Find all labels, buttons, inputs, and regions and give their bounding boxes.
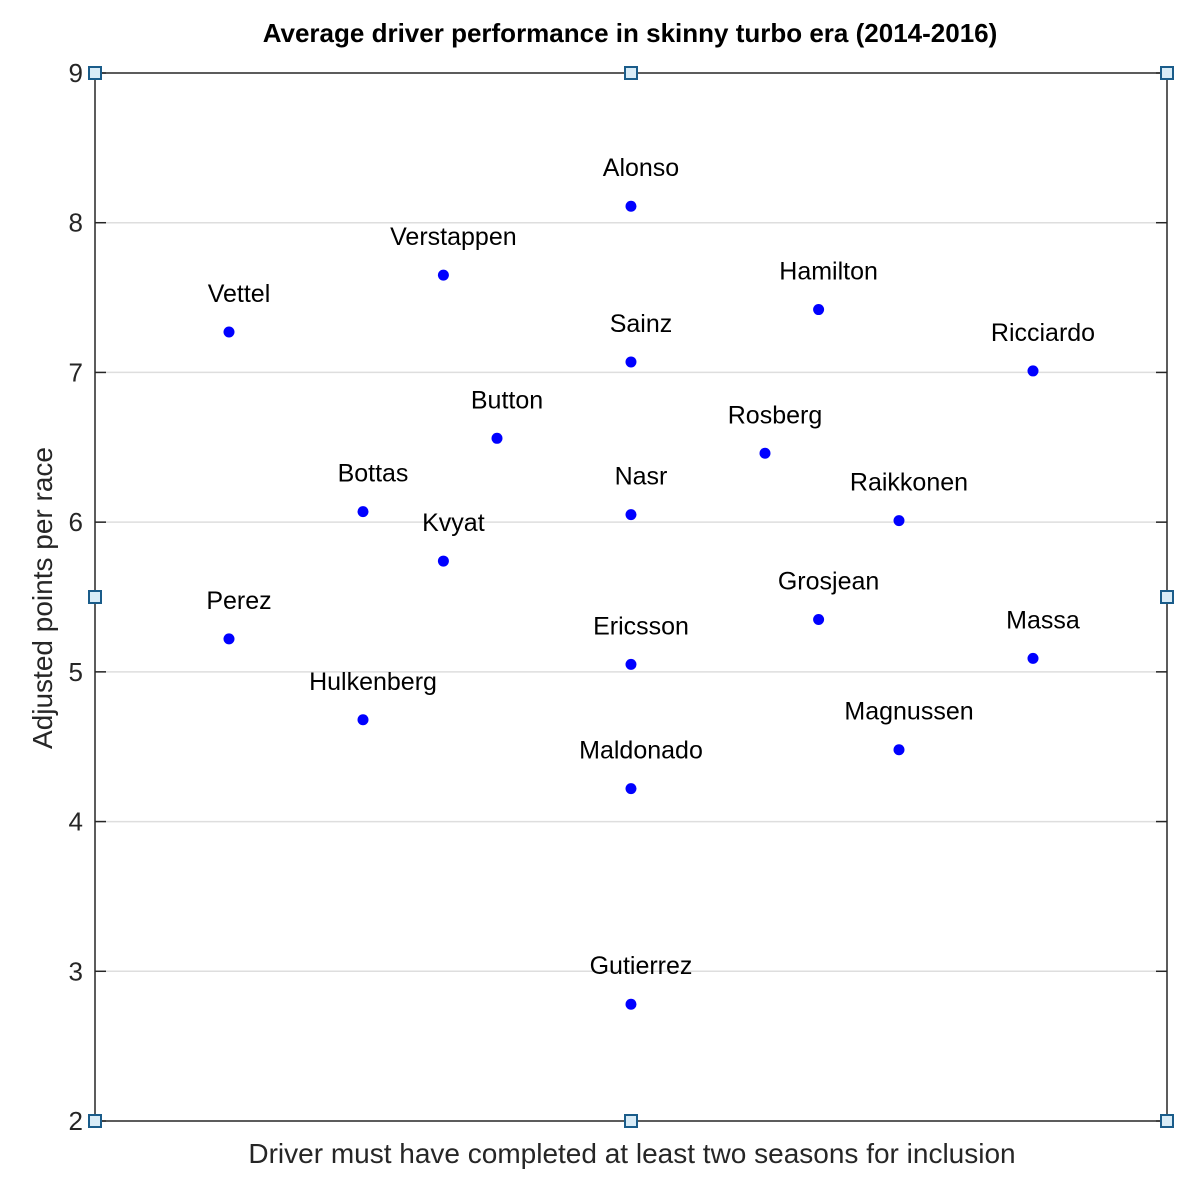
data-point — [625, 998, 637, 1010]
y-tick-label: 4 — [69, 807, 83, 837]
data-point — [491, 432, 503, 444]
data-point-label: Bottas — [338, 460, 409, 488]
x-axis-label: Driver must have completed at least two … — [248, 1138, 1015, 1169]
data-point — [437, 269, 449, 281]
y-tick-label: 2 — [69, 1106, 83, 1136]
data-point — [893, 515, 905, 527]
data-point-label: Alonso — [603, 154, 679, 182]
y-tick-label: 5 — [69, 657, 83, 687]
data-point-label: Kvyat — [422, 509, 485, 537]
data-point — [759, 447, 771, 459]
data-point-label: Nasr — [615, 463, 668, 491]
resize-handle[interactable] — [624, 66, 638, 80]
data-point — [223, 633, 235, 645]
data-point-label: Gutierrez — [590, 952, 693, 980]
data-point-label: Raikkonen — [850, 469, 968, 497]
resize-handle[interactable] — [88, 66, 102, 80]
y-tick-label: 9 — [69, 58, 83, 88]
selection-handles — [88, 66, 1174, 1128]
resize-handle[interactable] — [1160, 1114, 1174, 1128]
data-point — [625, 356, 637, 368]
data-point-label: Ricciardo — [991, 319, 1095, 347]
data-point-label: Button — [471, 386, 543, 414]
data-point — [1027, 652, 1039, 664]
data-point-label: Grosjean — [778, 567, 879, 595]
data-point — [625, 783, 637, 795]
data-point — [437, 555, 449, 567]
data-point-label: Ericsson — [593, 612, 689, 640]
data-point-label: Rosberg — [728, 401, 823, 429]
y-tick-label: 3 — [69, 956, 83, 986]
resize-handle[interactable] — [1160, 66, 1174, 80]
y-tick-label: 6 — [69, 507, 83, 537]
data-point-label: Perez — [206, 587, 271, 615]
resize-handle[interactable] — [624, 1114, 638, 1128]
resize-handle[interactable] — [88, 590, 102, 604]
data-point-label: Hamilton — [779, 258, 878, 286]
data-point-label: Maldonado — [579, 737, 703, 765]
data-point-label: Vettel — [208, 280, 271, 308]
data-point-label: Verstappen — [390, 223, 517, 251]
y-tick-label: 8 — [69, 208, 83, 238]
data-point — [813, 304, 825, 316]
gridlines — [95, 221, 1167, 973]
data-point-label: Sainz — [610, 310, 673, 338]
data-point — [625, 200, 637, 212]
data-point — [1027, 365, 1039, 377]
data-point — [357, 506, 369, 518]
chart-title: Average driver performance in skinny tur… — [263, 18, 998, 48]
data-point — [625, 658, 637, 670]
data-point — [813, 613, 825, 625]
resize-handle[interactable] — [88, 1114, 102, 1128]
data-point — [893, 744, 905, 756]
y-axis-label: Adjusted points per race — [27, 447, 58, 749]
data-point — [223, 326, 235, 338]
data-point-label: Hulkenberg — [309, 668, 437, 696]
data-point-label: Magnussen — [844, 698, 973, 726]
data-point — [625, 509, 637, 521]
y-axis-ticks: 2 3 4 5 6 7 8 9 — [69, 58, 1167, 1136]
data-point — [357, 714, 369, 726]
data-point-label: Massa — [1006, 606, 1080, 634]
y-tick-label: 7 — [69, 357, 83, 387]
data-points: Vettel Perez Bottas Hulkenberg Verstappen Kvy… — [206, 154, 1095, 1010]
resize-handle[interactable] — [1160, 590, 1174, 604]
